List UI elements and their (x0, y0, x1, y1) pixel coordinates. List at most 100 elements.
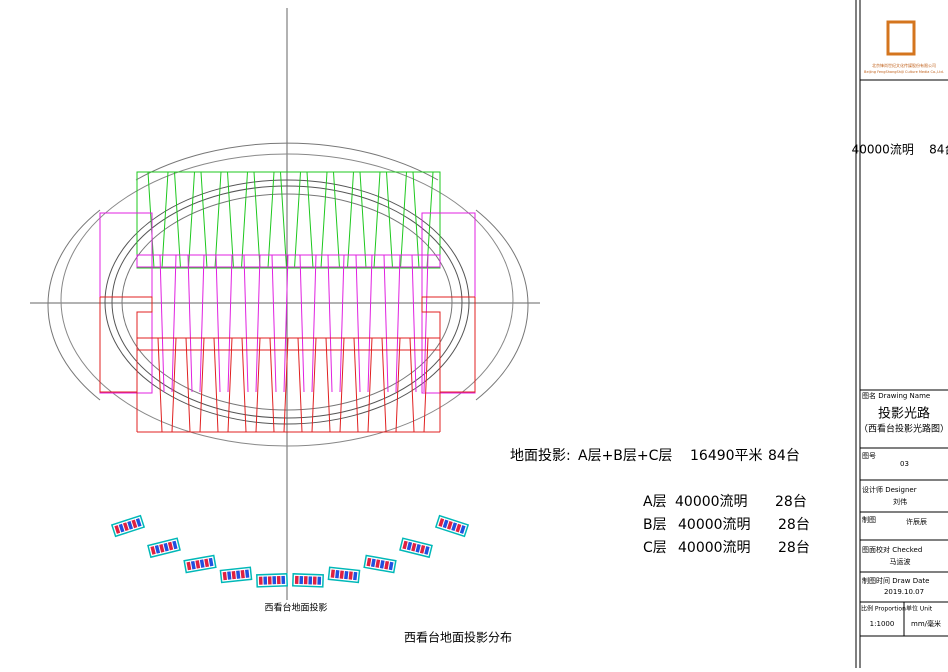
projector (344, 570, 349, 580)
projector (339, 570, 344, 579)
arc (47, 209, 101, 401)
row-text: 28台 (778, 517, 810, 533)
projector (231, 570, 236, 580)
projector (236, 570, 241, 579)
beam-c (241, 337, 261, 433)
row-text: 40000流明 (678, 540, 751, 556)
projector (263, 576, 268, 585)
beam-a (359, 171, 381, 269)
projection-c (421, 296, 476, 432)
drawing-title: 西看台地面投影分布 (404, 630, 512, 645)
arc (135, 142, 439, 181)
company: Beijing FengShangShiJi Culture Media Co.… (864, 70, 944, 74)
projector (281, 575, 286, 584)
title-block-text: 北京锋尚世纪文化传媒股份有限公司 Beijing FengShangShiJi … (852, 62, 948, 628)
title-block (855, 0, 948, 668)
projector (459, 525, 466, 534)
company: 北京锋尚世纪文化传媒股份有限公司 (872, 62, 936, 68)
row-text: 40000流明 (675, 494, 748, 510)
ring (104, 179, 470, 425)
frame (183, 554, 217, 574)
arc (475, 209, 529, 401)
beam-c (409, 337, 429, 433)
projector (135, 518, 142, 527)
frame (292, 573, 324, 588)
frame (434, 514, 470, 538)
beam-a (280, 171, 301, 269)
projector (163, 542, 169, 552)
beam-c (213, 337, 233, 433)
frame (363, 554, 397, 574)
projector (308, 576, 313, 585)
projector-cluster (327, 566, 361, 584)
value: mm/毫米 (911, 619, 941, 628)
label: A层+B层+C层 (578, 448, 672, 464)
frame (256, 573, 288, 588)
value: 刘伟 (893, 497, 907, 506)
projector-cluster (434, 514, 470, 538)
projector (451, 522, 458, 532)
projector (299, 576, 304, 585)
beam-a (200, 171, 222, 269)
frame (327, 566, 361, 584)
projector (276, 576, 281, 585)
beam-a (253, 171, 275, 269)
label: 设计师 Designer (862, 485, 917, 494)
value: 03 (900, 460, 909, 468)
projector (366, 557, 372, 567)
projector (131, 519, 138, 529)
projector-cluster (363, 554, 397, 574)
projector (335, 570, 340, 579)
beam-b (215, 254, 233, 393)
beam-c (381, 337, 401, 433)
summary: 地面投影: A层+B层+C层 16490平米 84台 (510, 448, 800, 464)
projector (118, 523, 125, 533)
label: 单位 Unit (906, 605, 933, 613)
projector (208, 557, 214, 567)
projector-cluster (147, 537, 181, 559)
projector (204, 558, 210, 568)
row-text: 28台 (778, 540, 810, 556)
projector (388, 561, 394, 571)
beam-c (185, 337, 205, 433)
frame (219, 566, 253, 584)
projector (415, 543, 421, 553)
row-text: A层 (643, 494, 667, 510)
projector (167, 541, 174, 551)
projector (353, 571, 358, 581)
frame (110, 514, 146, 538)
beam-a (386, 171, 407, 269)
row-text: C层 (643, 540, 667, 556)
projector-cluster (399, 537, 433, 559)
projector (186, 561, 192, 571)
projector (402, 540, 408, 550)
label: 制图时间 Draw Date (862, 576, 929, 585)
beam-a (174, 171, 195, 269)
projector (222, 571, 227, 581)
beam-c (269, 337, 289, 433)
label: 图号 (862, 452, 876, 460)
projector (227, 571, 232, 580)
outer-ring (60, 153, 514, 447)
label: 图名 Drawing Name (862, 391, 930, 400)
projector (245, 569, 250, 578)
label: 制图 (862, 515, 876, 524)
beam-b (187, 254, 205, 393)
label: 比例 Proportion (861, 605, 906, 613)
projector (419, 545, 426, 554)
beam-c (353, 337, 373, 433)
projector-cluster (219, 566, 253, 584)
projector (258, 576, 263, 585)
projector (294, 575, 299, 584)
frame (399, 537, 433, 559)
projector (127, 520, 134, 530)
beam-a (412, 171, 434, 269)
beam-b (411, 254, 429, 393)
projector (375, 559, 381, 568)
projector (348, 571, 353, 580)
projector (312, 576, 317, 585)
projector (114, 525, 121, 534)
value: （西看台投影光路图） (859, 423, 948, 435)
